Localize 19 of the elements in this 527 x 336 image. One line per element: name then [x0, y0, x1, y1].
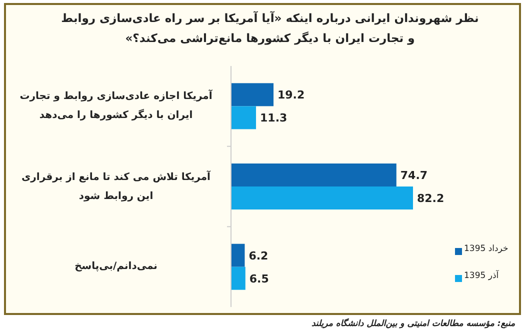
bar: [231, 164, 396, 186]
y-tick-label: نمی‌دانم/بی‌پاسخ: [74, 260, 158, 274]
text: منبع: مؤسسه مطالعات امنیتی و بین‌الملل دانشگاه مریلند: [310, 319, 515, 329]
bar: [231, 83, 274, 106]
bar: [231, 266, 246, 290]
data-label: 11.3: [260, 112, 288, 125]
y-tick-label: آمریکا اجازه عادی‌سازی روابط و تجارت ایران با دیگر کشورها را می‌دهد: [18, 88, 214, 124]
data-label: 6.2: [248, 249, 268, 262]
data-label: 74.7: [400, 169, 428, 182]
y-tick-label: آمریکا تلاش می کند تا مانع از برقراری این روابط شود: [20, 170, 212, 204]
bar: [231, 244, 245, 267]
bar: [231, 106, 256, 130]
legend-label: آذر 1395: [464, 271, 500, 281]
data-label: 19.2: [278, 88, 305, 102]
chart-title: نظر شهروندان ایرانی درباره اینکه «آیا آمریکا بر سر راه عادی‌سازی روابط و تجارت ایران با دیگر کشورها مانع‌تراشی می‌کند؟»: [60, 10, 480, 47]
bar: [231, 186, 413, 210]
data-label: 6.5: [249, 272, 269, 286]
data-label: 82.2: [417, 192, 444, 205]
legend-label: خرداد 1395: [464, 244, 510, 254]
